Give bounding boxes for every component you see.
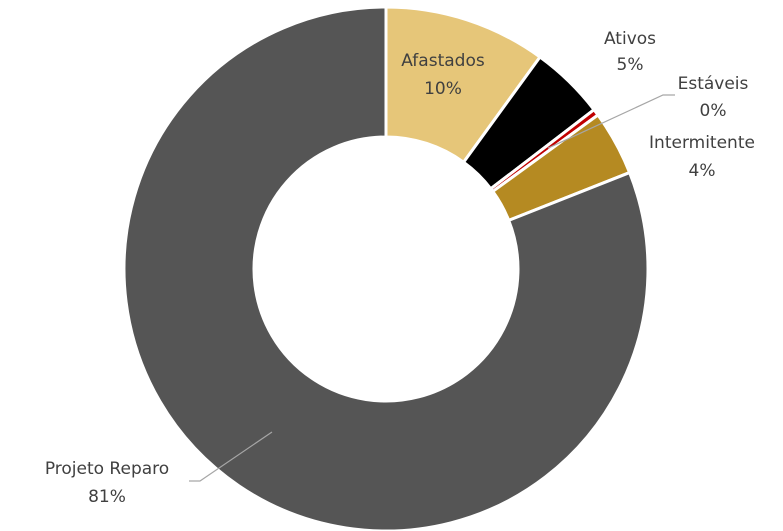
leader-line-estaveis — [547, 94, 675, 149]
slices-group — [122, 5, 650, 531]
leader-line-projeto-reparo — [189, 431, 273, 482]
label-projeto-reparo-name: Projeto Reparo — [45, 459, 169, 479]
label-projeto-reparo-pct: 81% — [88, 487, 126, 507]
label-ativos-pct: 5% — [617, 55, 644, 75]
label-intermitente-pct: 4% — [689, 161, 716, 181]
label-estaveis-pct: 0% — [700, 101, 727, 121]
label-afastados-pct: 10% — [424, 79, 462, 99]
label-intermitente-name: Intermitente — [649, 133, 755, 153]
label-afastados-name: Afastados — [401, 51, 485, 71]
label-estaveis-name: Estáveis — [678, 74, 749, 94]
label-ativos-name: Ativos — [604, 29, 656, 49]
slice-projeto-reparo — [122, 5, 650, 531]
leader-lines — [189, 94, 675, 482]
